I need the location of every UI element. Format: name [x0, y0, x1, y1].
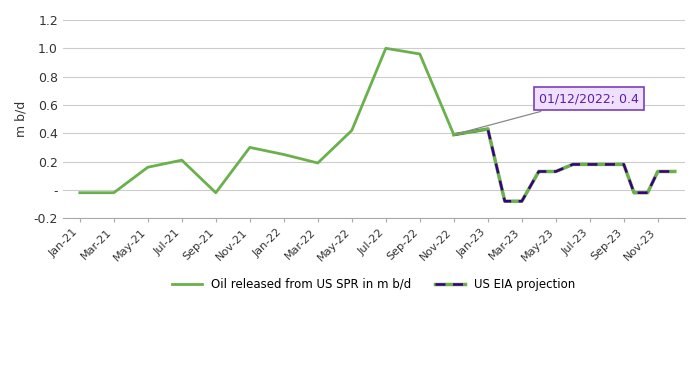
Y-axis label: m b/d: m b/d	[15, 101, 28, 137]
Text: 01/12/2022; 0.4: 01/12/2022; 0.4	[456, 92, 638, 134]
Legend: Oil released from US SPR in m b/d, US EIA projection: Oil released from US SPR in m b/d, US EI…	[168, 273, 580, 296]
